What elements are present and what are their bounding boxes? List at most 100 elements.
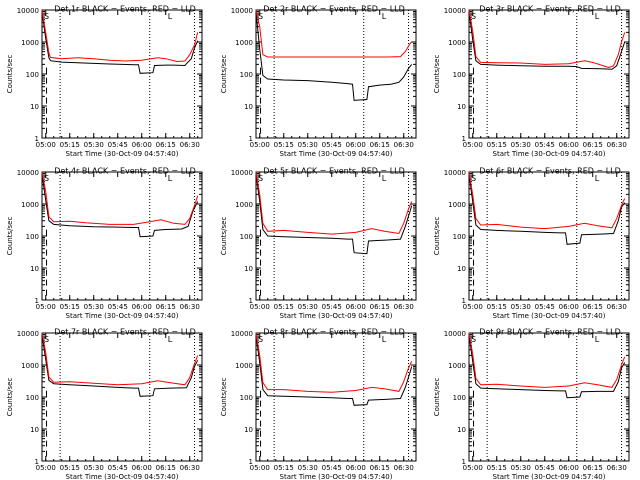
x-tick-label: 06:00 [346,303,366,311]
corner-marker-right: L [382,174,387,183]
y-tick-label: 10000 [231,330,253,338]
panel-title: Det 1r BLACK = Events, RED = LLD [54,5,196,14]
x-tick-label: 06:30 [607,141,627,149]
events-series-line [468,334,626,399]
x-tick-label: 05:30 [298,303,318,311]
events-series-line [468,173,626,245]
y-tick-label: 10000 [444,7,466,15]
y-axis-label: Counts/sec [433,378,441,417]
x-tick-label: 06:00 [346,141,366,149]
x-axis-label: Start Time (30-Oct-09 04:57:40) [493,473,606,480]
corner-marker-right: L [382,12,387,21]
panel-title: Det 7r BLACK = Events, RED = LLD [54,328,196,337]
x-tick-label: 05:45 [108,141,128,149]
y-tick-label: 10 [457,426,466,434]
y-axis-label: Counts/sec [6,378,14,417]
y-tick-label: 10000 [444,330,466,338]
y-tick-label: 100 [240,394,253,402]
x-tick-label: 06:00 [559,141,579,149]
x-tick-label: 05:00 [36,141,56,149]
plot-frame [255,332,417,462]
x-axis-label: Start Time (30-Oct-09 04:57:40) [66,150,179,158]
detector-panel: Det 4r BLACK = Events, RED = LLD 1 10 100 10… [6,167,203,320]
lld-series-line [468,10,626,69]
x-tick-label: 05:15 [60,141,80,149]
plot-frame [468,332,630,462]
x-tick-label: 06:30 [180,303,200,311]
x-tick-label: 05:15 [60,464,80,472]
events-series-line [255,11,413,101]
corner-marker-right: L [382,335,387,344]
y-tick-label: 100 [453,233,466,241]
corner-marker-left: S [258,174,263,183]
lld-series-line [255,172,413,235]
plot-frame [255,171,417,301]
x-tick-label: 05:00 [463,141,483,149]
panel-title: Det 4r BLACK = Events, RED = LLD [54,167,196,176]
x-tick-label: 06:15 [370,464,390,472]
panel-title: Det 6r BLACK = Events, RED = LLD [479,167,621,176]
corner-marker-left: S [471,174,476,183]
y-tick-label: 1000 [21,362,39,370]
x-tick-label: 06:30 [607,303,627,311]
y-tick-label: 10 [30,103,39,111]
x-axis-label: Start Time (30-Oct-09 04:57:40) [66,312,179,320]
y-tick-label: 1 [35,297,39,305]
x-tick-label: 06:15 [370,303,390,311]
x-axis-label: Start Time (30-Oct-09 04:57:40) [280,473,393,480]
y-axis-label: Counts/sec [6,217,14,256]
x-tick-label: 05:00 [36,303,56,311]
corner-marker-right: L [168,174,173,183]
x-tick-label: 05:15 [487,141,507,149]
x-tick-label: 05:00 [250,464,270,472]
plot-frame [41,9,203,139]
x-tick-label: 05:00 [463,303,483,311]
detector-panel: Det 9r BLACK = Events, RED = LLD 1 10 100 10… [433,328,630,480]
x-tick-label: 05:30 [511,303,531,311]
y-tick-label: 100 [240,233,253,241]
y-tick-label: 1 [35,135,39,143]
y-tick-label: 1000 [21,39,39,47]
x-tick-label: 06:00 [346,464,366,472]
x-tick-label: 05:15 [274,303,294,311]
plot-frame [255,9,417,139]
x-axis-label: Start Time (30-Oct-09 04:57:40) [66,473,179,480]
y-tick-label: 100 [26,233,39,241]
x-tick-label: 06:15 [156,141,176,149]
x-tick-label: 06:30 [394,303,414,311]
y-axis-label: Counts/sec [433,217,441,256]
corner-marker-left: S [258,335,263,344]
x-tick-label: 05:15 [487,464,507,472]
y-tick-label: 10000 [17,330,39,338]
corner-marker-right: L [595,174,600,183]
x-tick-label: 05:00 [463,464,483,472]
y-tick-label: 1 [249,458,253,466]
lld-series-line [468,172,626,230]
x-tick-label: 05:30 [511,141,531,149]
x-tick-label: 05:45 [108,464,128,472]
x-tick-label: 06:00 [559,464,579,472]
y-tick-label: 1000 [235,362,253,370]
lld-series-line [41,172,199,225]
x-tick-label: 05:30 [84,303,104,311]
x-tick-label: 05:30 [298,464,318,472]
y-tick-label: 10000 [231,169,253,177]
panel-title: Det 8r BLACK = Events, RED = LLD [263,328,405,337]
panel-title: Det 9r BLACK = Events, RED = LLD [479,328,621,337]
x-tick-label: 06:00 [132,141,152,149]
y-tick-label: 10000 [17,7,39,15]
y-tick-label: 1000 [235,201,253,209]
x-tick-label: 05:30 [84,141,104,149]
y-tick-label: 10000 [231,7,253,15]
x-tick-label: 06:30 [394,464,414,472]
y-axis-label: Counts/sec [6,55,14,94]
x-axis-label: Start Time (30-Oct-09 04:57:40) [493,150,606,158]
corner-marker-left: S [258,12,263,21]
detector-panel: Det 6r BLACK = Events, RED = LLD 1 10 100 10… [433,167,630,320]
x-tick-label: 06:15 [583,303,603,311]
events-series-line [255,334,413,406]
panel-title: Det 2r BLACK = Events, RED = LLD [263,5,405,14]
y-tick-label: 10 [457,103,466,111]
x-tick-label: 05:30 [511,464,531,472]
plot-frame [41,332,203,462]
